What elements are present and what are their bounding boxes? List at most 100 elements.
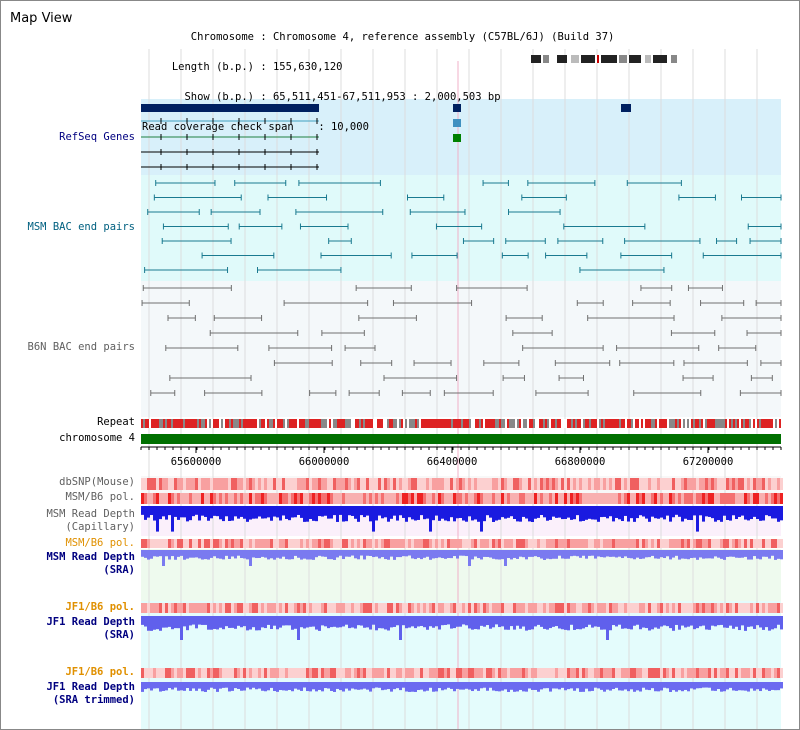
msm-depth-cap-bar — [348, 506, 351, 516]
dbsnp-strip — [552, 478, 555, 490]
msm-depth-cap-bar — [492, 506, 495, 522]
msm-b6-pol-strip — [660, 493, 663, 504]
msm-depth-cap-bar — [423, 506, 426, 520]
repeat-block — [769, 419, 771, 428]
repeat-block — [475, 419, 477, 428]
jf1-depth-trim-bar — [540, 682, 543, 690]
jf1-depth-sra-bar — [747, 616, 750, 627]
msm-b6-pol-strip-2 — [723, 539, 726, 548]
dbsnp-strip — [330, 478, 333, 490]
dbsnp-strip — [603, 478, 606, 490]
ideogram-band — [653, 55, 667, 63]
msm-depth-cap-bar — [726, 506, 729, 520]
jf1-depth-trim-bar — [234, 682, 237, 689]
dbsnp-strip — [681, 478, 684, 490]
jf1-b6-pol-strip-2 — [636, 668, 639, 678]
jf1-depth-sra-bar — [357, 616, 360, 626]
jf1-b6-pol-strip — [480, 603, 483, 613]
jf1-depth-trim-bar — [510, 682, 513, 690]
jf1-depth-sra-bar — [672, 616, 675, 631]
track-label-repeat[interactable]: Repeat — [97, 416, 135, 428]
jf1-depth-trim-bar — [564, 682, 567, 691]
track-label-jf1-depth-sra[interactable]: JF1 Read Depth — [46, 616, 135, 628]
ideogram-band — [645, 55, 651, 63]
track-label-msm-depth-cap[interactable]: MSM Read Depth — [46, 508, 135, 520]
track-label-msm-b6-pol-1[interactable]: MSM/B6 pol. — [65, 491, 135, 503]
dbsnp-strip — [354, 478, 357, 490]
repeat-block — [571, 419, 573, 428]
msm-depth-sra-bar — [420, 550, 423, 560]
jf1-b6-pol-strip — [216, 603, 219, 613]
jf1-depth-sra-bar — [768, 616, 771, 631]
jf1-b6-pol-strip-2 — [174, 668, 177, 678]
jf1-b6-pol-strip — [456, 603, 459, 613]
msm-depth-cap-bar — [177, 506, 180, 520]
show-key: Show (b.p.) — [184, 91, 254, 103]
track-label-jf1-depth-trim[interactable]: JF1 Read Depth — [46, 681, 135, 693]
track-label-dbsnp[interactable]: dbSNP(Mouse) — [59, 476, 135, 488]
jf1-b6-pol-strip — [405, 603, 408, 613]
jf1-b6-pol-strip-2 — [624, 668, 627, 678]
dbsnp-strip — [639, 478, 642, 490]
repeat-block — [777, 419, 779, 428]
msm-b6-pol-strip — [468, 493, 471, 504]
jf1-b6-pol-strip-2 — [141, 668, 144, 678]
jf1-depth-sra-bar — [159, 616, 162, 631]
msm-depth-sra-bar — [519, 550, 522, 557]
jf1-depth-trim-bar — [228, 682, 231, 692]
repeat-block — [321, 419, 323, 428]
msm-b6-pol-strip — [693, 493, 696, 504]
msm-b6-pol-strip — [453, 493, 456, 504]
track-label-jf1-depth-trim-sub[interactable]: (SRA trimmed) — [52, 694, 135, 706]
msm-depth-sra-bar — [249, 550, 252, 566]
track-label-msm-bac[interactable]: MSM BAC end pairs — [27, 221, 135, 233]
track-label-msm-b6-pol-2[interactable]: MSM/B6 pol. — [65, 537, 135, 549]
jf1-b6-pol-strip — [183, 603, 186, 613]
track-label-b6n-bac[interactable]: B6N BAC end pairs — [27, 341, 135, 353]
msm-depth-sra-bar — [360, 550, 363, 556]
dbsnp-strip — [369, 478, 372, 490]
jf1-b6-pol-strip-2 — [579, 668, 582, 678]
msm-depth-sra-bar — [234, 550, 237, 559]
track-label-jf1-b6-pol-2[interactable]: JF1/B6 pol. — [65, 666, 135, 678]
jf1-b6-pol-strip-2 — [681, 668, 684, 678]
repeat-block — [223, 419, 225, 428]
repeat-block — [171, 419, 173, 428]
track-label-msm-depth-cap-sub[interactable]: (Capillary) — [65, 521, 135, 533]
dbsnp-strip — [654, 478, 657, 490]
jf1-depth-trim-bar — [711, 682, 714, 691]
track-label-refseq-genes[interactable]: RefSeq Genes — [59, 131, 135, 143]
msm-depth-cap-bar — [525, 506, 528, 519]
msm-b6-pol-strip-2 — [696, 539, 699, 548]
jf1-b6-pol-strip-2 — [210, 668, 213, 678]
jf1-b6-pol-strip — [390, 603, 393, 613]
msm-b6-pol-strip — [669, 493, 672, 504]
repeat-block — [435, 419, 437, 428]
jf1-b6-pol-strip — [171, 603, 174, 613]
msm-depth-sra-bar — [333, 550, 336, 560]
msm-depth-sra-bar — [168, 550, 171, 560]
repeat-block — [653, 419, 655, 428]
jf1-b6-pol-strip — [576, 603, 579, 613]
msm-b6-pol-strip — [279, 493, 282, 504]
msm-depth-sra-bar — [591, 550, 594, 556]
msm-depth-sra-bar — [282, 550, 285, 557]
track-label-chromosome[interactable]: chromosome 4 — [59, 432, 135, 444]
track-label-jf1-b6-pol-1[interactable]: JF1/B6 pol. — [65, 601, 135, 613]
jf1-b6-pol-strip-2 — [309, 668, 312, 678]
jf1-depth-trim-bar — [237, 682, 240, 689]
jf1-depth-trim-bar — [630, 682, 633, 690]
msm-depth-cap-bar — [615, 506, 618, 518]
jf1-depth-sra-bar — [465, 616, 468, 626]
repeat-block — [705, 419, 707, 428]
repeat-block — [455, 419, 457, 428]
jf1-depth-trim-bar — [219, 682, 222, 689]
msm-depth-cap-bar — [477, 506, 480, 522]
track-label-msm-depth-sra-sub[interactable]: (SRA) — [103, 564, 135, 576]
track-label-msm-depth-sra[interactable]: MSM Read Depth — [46, 551, 135, 563]
jf1-depth-sra-bar — [678, 616, 681, 630]
msm-b6-pol-strip — [276, 493, 279, 504]
track-label-jf1-depth-sra-sub[interactable]: (SRA) — [103, 629, 135, 641]
jf1-b6-pol-strip-2 — [168, 668, 171, 678]
